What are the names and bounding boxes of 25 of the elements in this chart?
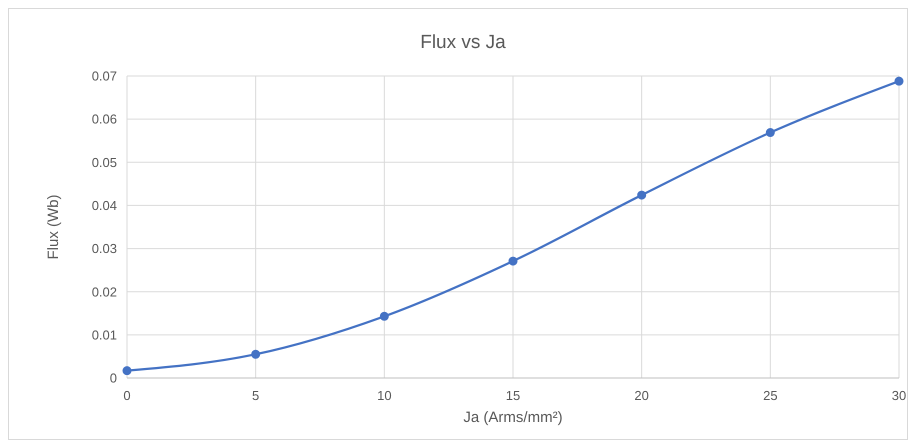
point: [122, 366, 132, 376]
x-tick-label: 20: [634, 388, 649, 403]
y-tick-label: 0.04: [92, 198, 117, 213]
x-tick-label: 10: [377, 388, 392, 403]
x-tick-label: 0: [123, 388, 131, 403]
x-tick-label: 30: [892, 388, 906, 403]
point: [508, 256, 518, 266]
x-tick-label: 25: [763, 388, 778, 403]
y-tick-label: 0.06: [92, 112, 117, 127]
x-tick-label: 5: [252, 388, 260, 403]
point: [251, 350, 260, 359]
point: [380, 312, 389, 321]
y-tick-label: 0.05: [92, 154, 117, 170]
y-axis-title: Flux (Wb): [45, 194, 62, 260]
y-tick-label: 0.02: [92, 284, 117, 300]
x-tick-label: 15: [506, 388, 520, 403]
x-axis-title: Ja (Arms/mm²): [463, 409, 563, 426]
y-tick-label: 0.07: [92, 68, 117, 84]
point: [766, 128, 775, 138]
chart-title: Flux vs Ja: [420, 32, 506, 53]
y-tick-label: 0: [110, 370, 117, 386]
y-tick-label: 0.03: [92, 241, 117, 256]
y-tick-label: 0.01: [92, 327, 117, 342]
point: [637, 190, 646, 200]
point: [894, 76, 904, 86]
